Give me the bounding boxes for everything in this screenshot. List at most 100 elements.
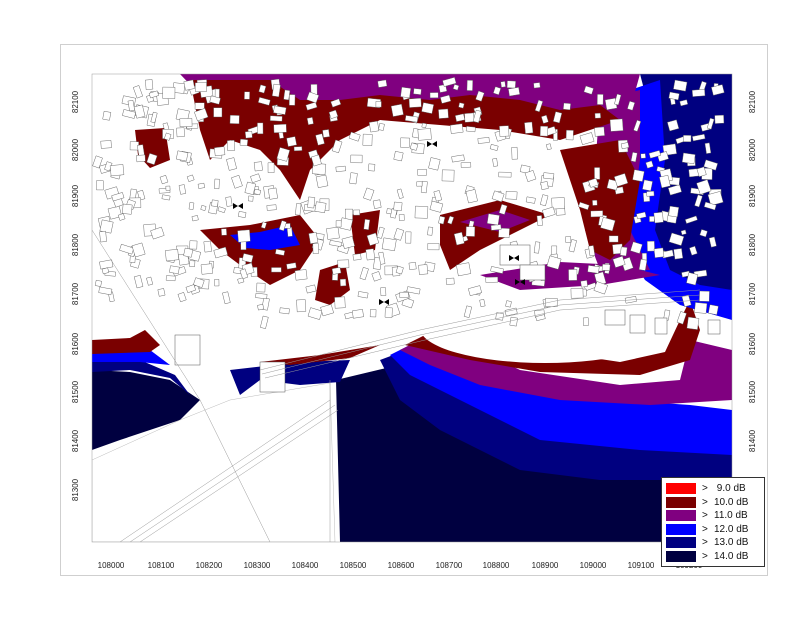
- legend-prefix: >: [702, 496, 708, 508]
- building: [279, 307, 290, 315]
- building: [580, 280, 588, 288]
- building: [161, 194, 171, 201]
- building: [640, 153, 646, 159]
- building: [117, 213, 126, 221]
- building: [653, 247, 665, 258]
- y-tick-label-left: 82000: [71, 138, 80, 161]
- building: [449, 123, 464, 134]
- building: [271, 267, 282, 273]
- building: [673, 79, 688, 92]
- building: [131, 242, 146, 258]
- building: [165, 275, 176, 282]
- measurement-points: [233, 141, 525, 305]
- legend-item: > 9.0 dB: [666, 482, 760, 496]
- building: [380, 287, 387, 296]
- building: [475, 90, 485, 102]
- building: [377, 79, 388, 88]
- contour-finger-2: [315, 262, 350, 305]
- building: [341, 236, 356, 249]
- building: [540, 181, 549, 190]
- y-tick-label-right: 81800: [748, 233, 757, 256]
- building: [165, 185, 171, 191]
- building: [178, 184, 187, 195]
- building: [307, 196, 316, 209]
- building: [363, 218, 371, 230]
- building: [579, 132, 595, 145]
- x-tick-label-bottom: 108200: [196, 561, 223, 570]
- y-tick-label-right: 81700: [748, 282, 757, 305]
- building: [185, 284, 196, 294]
- building: [427, 226, 434, 236]
- building: [350, 154, 363, 164]
- building: [498, 203, 508, 215]
- building: [136, 154, 146, 163]
- building: [583, 85, 594, 95]
- building: [417, 169, 427, 176]
- building: [133, 275, 144, 289]
- building: [668, 91, 680, 101]
- y-tick-label-left: 81700: [71, 282, 80, 305]
- building: [288, 94, 296, 106]
- building: [96, 180, 104, 191]
- building: [519, 164, 531, 174]
- building: [442, 76, 457, 87]
- building: [102, 110, 112, 121]
- building: [708, 236, 717, 248]
- building: [686, 316, 700, 330]
- legend-swatch: [666, 537, 696, 549]
- building: [286, 136, 297, 147]
- x-axis-bottom: 108000 108100 108200 108300 108400 108500 1086…: [98, 561, 703, 570]
- building: [630, 151, 638, 163]
- building: [359, 267, 369, 281]
- road-network: [92, 229, 701, 542]
- building: [363, 187, 375, 201]
- building: [226, 157, 237, 171]
- x-tick-label-bottom: 108800: [483, 561, 510, 570]
- building: [400, 137, 410, 148]
- building: [568, 239, 577, 253]
- building: [408, 97, 422, 108]
- legend-swatch: [666, 483, 696, 495]
- building: [588, 177, 599, 188]
- y-tick-label-left: 81300: [71, 478, 80, 501]
- building: [256, 282, 266, 293]
- building: [177, 292, 187, 303]
- building: [194, 107, 209, 122]
- building: [630, 241, 643, 254]
- building: [408, 262, 417, 270]
- building: [681, 152, 696, 165]
- legend-item: >14.0 dB: [666, 550, 760, 564]
- building: [704, 142, 712, 154]
- building: [253, 161, 263, 172]
- building: [490, 224, 502, 231]
- building: [396, 188, 404, 199]
- building: [315, 174, 329, 188]
- building: [214, 178, 220, 190]
- building: [273, 123, 287, 134]
- building: [689, 245, 698, 256]
- building: [590, 210, 604, 218]
- building: [213, 246, 228, 259]
- building: [146, 153, 158, 165]
- building: [351, 309, 364, 319]
- building: [691, 89, 706, 97]
- building: [684, 215, 698, 224]
- legend-label: 14.0 dB: [714, 550, 749, 562]
- building: [543, 172, 555, 180]
- building: [659, 174, 671, 189]
- building: [307, 307, 323, 320]
- building: [614, 93, 622, 106]
- building: [329, 240, 342, 247]
- building: [237, 229, 251, 243]
- building: [393, 228, 405, 241]
- contour-west-10db: [92, 330, 160, 354]
- y-tick-label-right: 81600: [748, 332, 757, 355]
- building: [533, 241, 541, 254]
- building: [179, 118, 193, 128]
- building: [533, 82, 541, 89]
- building: [417, 128, 432, 141]
- building: [445, 277, 455, 285]
- building: [250, 173, 261, 183]
- x-tick-label-bottom: 108700: [436, 561, 463, 570]
- building: [490, 266, 504, 274]
